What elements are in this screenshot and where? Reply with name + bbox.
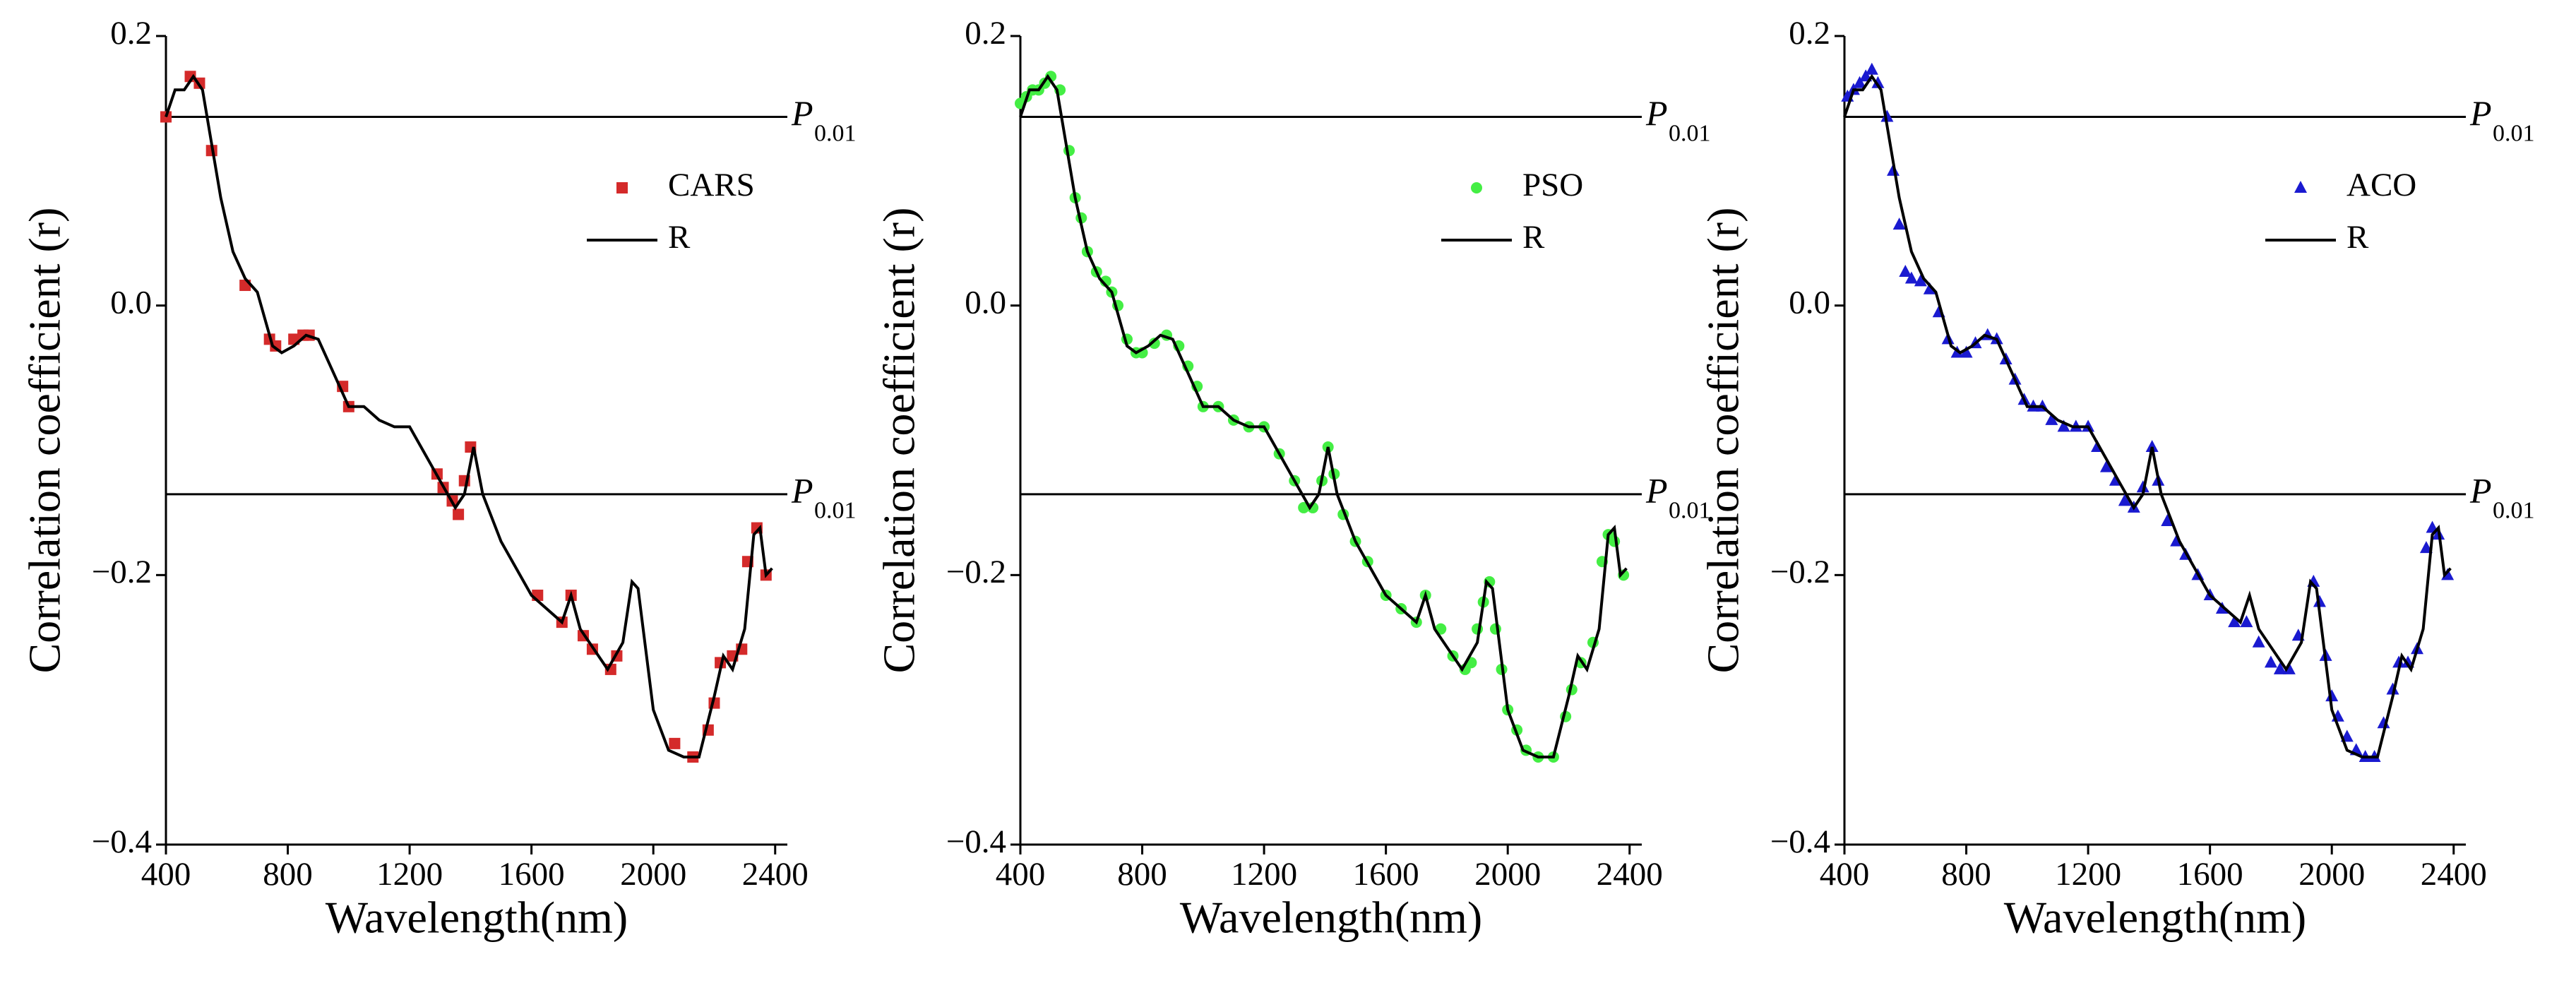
x-axis-title: Wavelength(nm) [326, 893, 628, 943]
x-tick-label: 1200 [376, 856, 443, 893]
y-axis-title: Correlation coefficient (r) [20, 208, 70, 674]
x-tick-label: 2000 [620, 856, 686, 893]
y-axis-title: Correlation coefficient (r) [874, 208, 924, 674]
threshold-subscript: 0.01 [814, 120, 857, 146]
marker [1148, 338, 1160, 350]
legend-label: CARS [668, 167, 755, 203]
threshold-subscript: 0.01 [2493, 498, 2535, 524]
marker [669, 737, 681, 749]
marker [2045, 412, 2058, 425]
legend-marker [616, 182, 628, 193]
x-tick-label: 800 [263, 856, 313, 893]
x-tick-label: 1200 [1231, 856, 1297, 893]
marker [2136, 480, 2149, 493]
y-tick-label: 0.2 [1789, 15, 1830, 52]
line [1843, 73, 2452, 758]
x-tick-label: 400 [1820, 856, 1870, 893]
threshold-subscript: 0.01 [814, 498, 857, 524]
threshold-label: P [1645, 470, 1668, 510]
marker [1914, 274, 1927, 287]
x-tick-label: 400 [996, 856, 1046, 893]
legend-label: R [2347, 219, 2369, 256]
marker [1880, 109, 1894, 122]
marker [2099, 460, 2113, 472]
marker [1960, 345, 1973, 358]
marker [2228, 615, 2241, 628]
marker [2325, 689, 2339, 702]
x-tick-label: 2400 [1597, 856, 1663, 893]
threshold-label: P [791, 93, 813, 133]
threshold-subscript: 0.01 [1669, 498, 1711, 524]
y-tick-label: 0.0 [1789, 284, 1830, 321]
marker [1923, 282, 1936, 294]
marker [453, 508, 465, 520]
chart-panel: 400 800 1200 1600 2000 2400 −0.4 −0.2 0.0 0.2 Wave… [20, 15, 857, 943]
x-axis-title: Wavelength(nm) [1180, 893, 1482, 943]
line [165, 73, 773, 758]
legend-label: ACO [2347, 167, 2416, 203]
legend-marker [2294, 181, 2307, 193]
y-tick-label: 0.2 [965, 15, 1006, 52]
legend-label: PSO [1522, 167, 1583, 203]
x-tick-label: 800 [1941, 856, 1991, 893]
legend-marker [1471, 182, 1482, 193]
x-tick-label: 1600 [499, 856, 565, 893]
marker [2313, 595, 2326, 607]
marker [2118, 494, 2131, 506]
y-tick-label: −0.4 [1770, 823, 1830, 860]
marker [1489, 623, 1501, 635]
y-tick-label: 0.0 [965, 284, 1006, 321]
y-tick-label: −0.2 [1770, 554, 1830, 590]
chart-panel: 400 800 1200 1600 2000 2400 −0.4 −0.2 0.0 0.2 Wave… [874, 15, 1711, 943]
threshold-label: P [2469, 470, 2492, 510]
legend-label: R [668, 219, 691, 256]
marker [1892, 218, 1906, 230]
marker [1298, 501, 1310, 513]
threshold-label: P [791, 470, 813, 510]
x-tick-label: 2000 [1474, 856, 1541, 893]
x-tick-label: 2400 [2421, 856, 2487, 893]
marker [1853, 76, 1866, 88]
y-tick-label: −0.4 [946, 823, 1006, 860]
x-axis-title: Wavelength(nm) [2004, 893, 2306, 943]
y-axis-title: Correlation coefficient (r) [1698, 208, 1748, 674]
y-tick-label: 0.2 [110, 15, 152, 52]
x-tick-label: 2000 [2298, 856, 2365, 893]
marker [2145, 440, 2159, 453]
marker [2386, 682, 2399, 695]
marker [2057, 419, 2070, 432]
x-tick-label: 400 [141, 856, 191, 893]
marker [2161, 514, 2174, 526]
marker [1865, 62, 1878, 75]
y-tick-label: 0.0 [110, 284, 152, 321]
marker [1871, 76, 1885, 88]
marker [2273, 662, 2286, 674]
marker [2240, 615, 2253, 628]
x-tick-label: 2400 [742, 856, 809, 893]
y-tick-label: −0.2 [946, 554, 1006, 590]
legend-label: R [1522, 219, 1545, 256]
threshold-subscript: 0.01 [2493, 120, 2535, 146]
marker [1904, 271, 1918, 284]
x-tick-label: 1600 [1353, 856, 1419, 893]
marker [2392, 655, 2406, 668]
line [1019, 73, 1628, 758]
marker [2252, 635, 2265, 648]
x-tick-label: 1200 [2055, 856, 2121, 893]
y-tick-label: −0.2 [92, 554, 152, 590]
marker [2264, 655, 2277, 668]
x-tick-label: 800 [1117, 856, 1167, 893]
threshold-label: P [2469, 93, 2492, 133]
marker [1899, 264, 1912, 277]
threshold-subscript: 0.01 [1669, 120, 1711, 146]
x-tick-label: 1600 [2177, 856, 2243, 893]
threshold-label: P [1645, 93, 1668, 133]
chart-panel: 400 800 1200 1600 2000 2400 −0.4 −0.2 0.0 0.2 Wave… [1698, 15, 2535, 943]
y-tick-label: −0.4 [92, 823, 152, 860]
